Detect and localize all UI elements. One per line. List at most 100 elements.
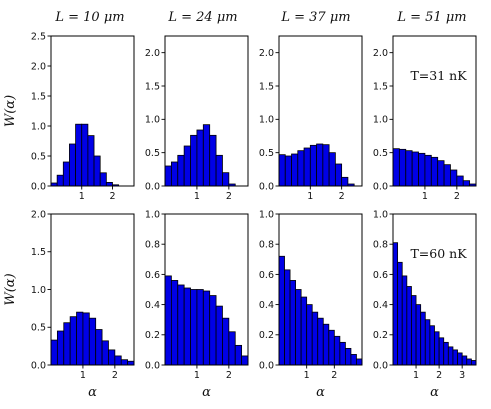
y-tick-label: 2.0 [373, 48, 388, 59]
histogram-bar [222, 317, 230, 366]
histogram-bar [322, 144, 330, 187]
histogram-bar [411, 151, 419, 187]
x-tick-label: 1 [79, 191, 85, 202]
histogram-bar [63, 322, 71, 366]
histogram-bar [69, 316, 77, 366]
y-tick-label: 0.6 [145, 270, 160, 281]
histogram-bar [295, 289, 302, 366]
histogram-bar [75, 123, 83, 187]
histogram-bar [328, 329, 335, 366]
y-tick-label: 0.0 [145, 360, 160, 371]
panel-1-1: 0.0 0.2 0.4 0.6 0.8 1.0 1 2 α [145, 209, 249, 400]
y-tick-label: 0.4 [259, 300, 274, 311]
temperature-annotation: T=31 nK [410, 68, 467, 83]
y-tick-label: 2.0 [259, 48, 274, 59]
y-tick-label: 2.0 [31, 209, 46, 220]
x-tick-label: 2 [339, 191, 345, 202]
histogram-bar [177, 284, 185, 366]
y-tick-label: 0.5 [31, 323, 46, 334]
y-tick-label: 0.0 [145, 181, 160, 192]
column-titles: L = 10 μm L = 24 μm L = 37 μm L = 51 μm [54, 10, 466, 25]
y-tick-label: 1.5 [259, 81, 274, 92]
histogram-bar [202, 124, 211, 187]
x-tick-label: 1 [194, 370, 200, 381]
y-tick-label: 1.0 [31, 285, 46, 296]
y-tick-label: 0.2 [373, 330, 388, 341]
y-tick-label: 0.4 [373, 300, 388, 311]
y-tick-label: 0.5 [373, 148, 388, 159]
histogram-bar [401, 275, 408, 366]
histogram-bar [289, 280, 297, 366]
histogram-bar [196, 129, 204, 187]
histogram-bar [190, 134, 198, 187]
temperature-annotation: T=60 nK [410, 246, 467, 261]
axes-frame [392, 35, 477, 187]
y-axis-label: W(α) [3, 95, 18, 127]
y-tick-label: 1.0 [145, 115, 160, 126]
histogram-bar [466, 358, 472, 366]
y-tick-label: 0.0 [31, 360, 46, 371]
histogram-bar [311, 311, 319, 366]
y-tick-label: 2.0 [31, 61, 46, 72]
histogram-bar [183, 145, 191, 187]
x-tick-label: 1 [80, 370, 86, 381]
histogram-bar [424, 319, 431, 366]
histogram-bar [328, 152, 336, 187]
x-tick-label: 2 [454, 191, 460, 202]
histogram-bar [316, 143, 324, 187]
histogram-bar [99, 172, 107, 187]
histogram-bar [81, 123, 89, 187]
histogram-bar [215, 305, 223, 366]
x-axis-label: α [202, 385, 211, 400]
histogram-bar [392, 242, 399, 366]
y-tick-label: 0.0 [373, 181, 388, 192]
histogram-bar [190, 289, 198, 366]
column-title-1: L = 10 μm [54, 10, 124, 25]
histogram-bar [50, 339, 58, 366]
histogram-bar [322, 323, 330, 366]
histogram-bar [56, 330, 65, 366]
histogram-bar [177, 154, 185, 187]
histogram-bar [93, 155, 101, 187]
y-tick-label: 1.0 [373, 209, 388, 220]
panel-0-3: 0.0 0.5 1.0 1.5 2.0 1 2 T=31 nK [373, 35, 477, 202]
histogram-bar [334, 163, 343, 187]
histogram-bar [127, 360, 135, 366]
histogram-bar [420, 311, 426, 366]
histogram-bar [297, 150, 305, 187]
histogram-bar [333, 335, 341, 366]
x-tick-label: 1 [307, 191, 313, 202]
histogram-bar [170, 280, 179, 366]
histogram-bar [284, 155, 292, 187]
histogram-bar [303, 147, 311, 187]
histogram-bar [215, 154, 223, 187]
column-title-3: L = 37 μm [280, 10, 350, 25]
histogram-bar [452, 349, 458, 366]
histogram-bar [350, 354, 357, 366]
panel-0-0: 0.0 0.5 1.0 1.5 2.0 2.5 1 2 W(α) [3, 31, 135, 202]
histogram-bar [344, 347, 352, 366]
histogram-bar [234, 344, 243, 366]
y-tick-label: 0.8 [259, 240, 274, 251]
x-axis-label: α [316, 385, 325, 400]
x-tick-label: 1 [413, 370, 419, 381]
histogram-bar [56, 174, 64, 187]
histogram-bar [443, 341, 449, 366]
histogram-bar [88, 317, 97, 366]
y-tick-label: 1.5 [31, 91, 46, 102]
histogram-bar [317, 317, 324, 366]
histogram-bar [437, 160, 445, 187]
panel-1-0: 0.0 0.5 1.0 1.5 2.0 1 2 W(α) α [3, 209, 135, 400]
histogram-bar [309, 144, 317, 187]
histogram-bar [101, 340, 109, 366]
histogram-bar [241, 355, 249, 366]
axes-frame [278, 35, 363, 187]
histogram-bar [120, 359, 129, 366]
y-tick-label: 2.0 [145, 48, 160, 59]
y-tick-label: 0.2 [259, 330, 274, 341]
histogram-bar [462, 180, 471, 187]
y-tick-label: 1.0 [259, 115, 274, 126]
axes-frame [164, 213, 249, 366]
histogram-bar [430, 156, 439, 187]
histogram-bar [108, 349, 116, 366]
